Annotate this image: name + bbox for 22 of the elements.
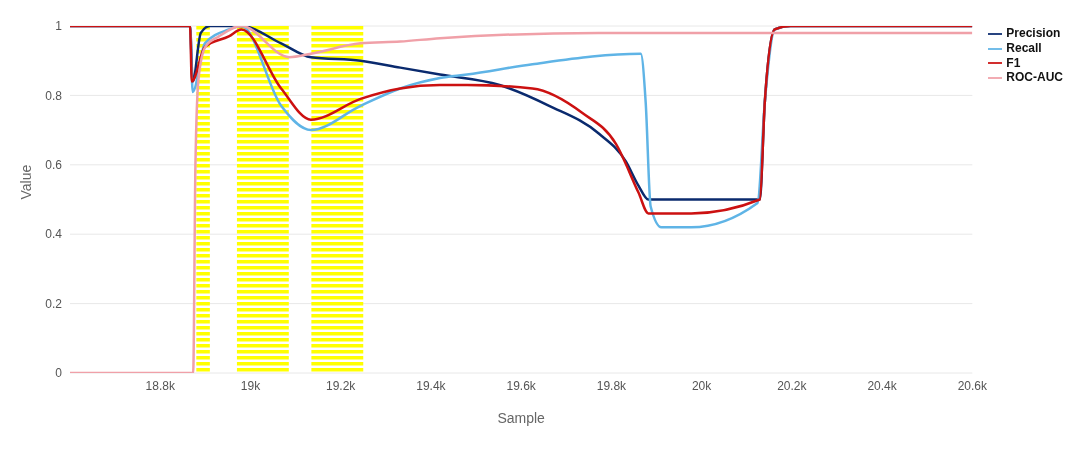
x-tick-label: 19.8k	[596, 378, 628, 393]
x-tick-label: 20.2k	[777, 378, 808, 393]
x-tick-label: 19.4k	[416, 378, 447, 393]
y-tick-label: 0	[55, 366, 63, 381]
x-tick-label: 19k	[240, 378, 262, 393]
x-tick-label: 20.6k	[957, 378, 988, 393]
legend-label: ROC-AUC	[1006, 70, 1063, 85]
legend-label: Recall	[1006, 40, 1042, 55]
y-tick-label: 0.4	[45, 227, 63, 242]
x-axis-title: Sample	[497, 410, 546, 426]
x-tick-label: 19.2k	[326, 378, 357, 393]
y-axis-title: Value	[17, 164, 34, 200]
legend-label: F1	[1006, 55, 1021, 70]
x-tick-label: 19.6k	[506, 378, 537, 393]
x-tick-label: 20k	[691, 378, 713, 393]
y-tick-label: 0.8	[45, 88, 63, 103]
x-tick-label: 20.4k	[867, 378, 898, 393]
y-tick-label: 0.2	[45, 296, 63, 311]
y-tick-label: 0.6	[45, 158, 63, 173]
y-tick-label: 1	[55, 19, 63, 34]
x-tick-label: 18.8k	[145, 378, 176, 393]
legend-label: Precision	[1006, 26, 1061, 40]
